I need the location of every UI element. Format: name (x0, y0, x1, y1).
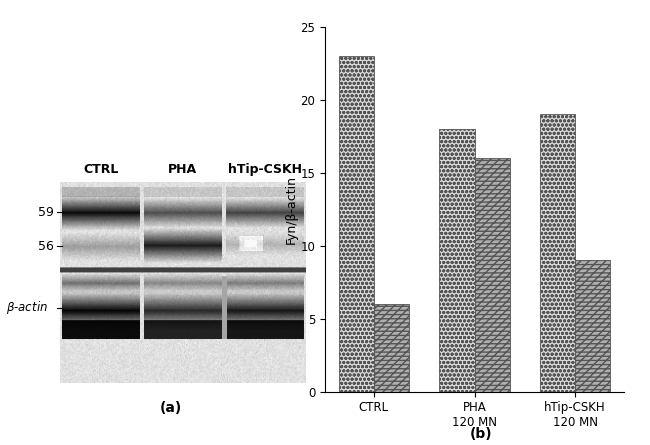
Text: (a): (a) (160, 401, 182, 415)
Text: PHA: PHA (168, 163, 198, 176)
Text: (b): (b) (470, 427, 492, 441)
Bar (474, 158, 510, 392)
Bar (439, 129, 474, 392)
Text: $\beta$-actin: $\beta$-actin (6, 299, 49, 316)
Text: 59: 59 (38, 206, 55, 219)
Text: hTip-CSKH: hTip-CSKH (227, 163, 302, 176)
Bar (374, 304, 409, 392)
Bar (575, 260, 610, 392)
Bar (540, 114, 575, 392)
Bar (339, 56, 374, 392)
Text: 56: 56 (38, 240, 55, 253)
Text: CTRL: CTRL (83, 163, 119, 176)
Y-axis label: Fyn/β-actin: Fyn/β-actin (285, 174, 298, 244)
